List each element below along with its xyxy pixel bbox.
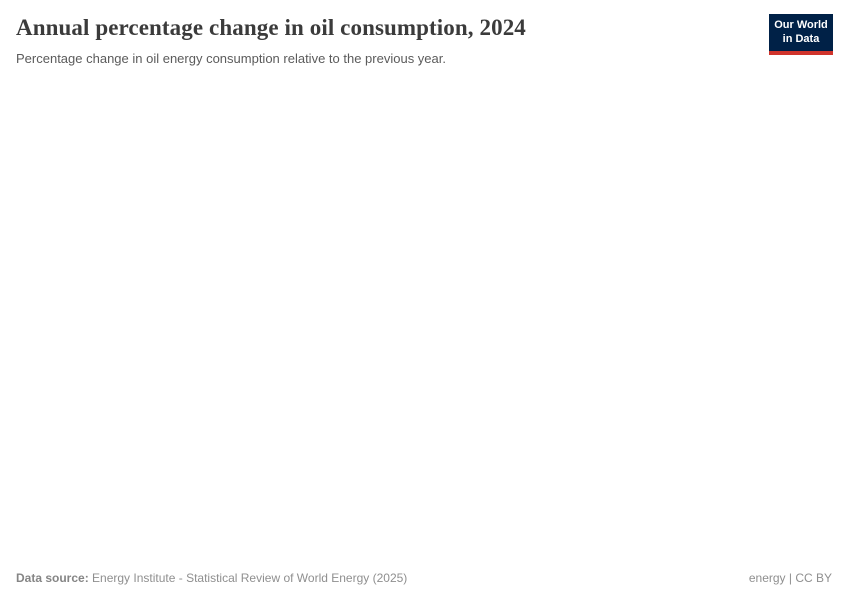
owid-logo-line1: Our World <box>774 19 828 31</box>
owid-logo[interactable]: Our World in Data <box>769 14 833 55</box>
data-source-text: Energy Institute - Statistical Review of… <box>88 571 408 586</box>
chart-title: Annual percentage change in oil consumpt… <box>16 15 526 40</box>
data-source-label: Data source: <box>16 571 89 586</box>
owid-logo-line2: in Data <box>782 32 820 45</box>
chart-plot-area <box>0 80 850 560</box>
data-source-line[interactable]: Data source: Energy Institute - Statisti… <box>16 571 407 587</box>
chart-subtitle: Percentage change in oil energy consumpt… <box>16 50 446 66</box>
chart-footer: Data source: Energy Institute - Statisti… <box>16 571 832 587</box>
license-link[interactable]: energy | CC BY <box>748 571 832 586</box>
chart-header: Annual percentage change in oil consumpt… <box>16 14 750 67</box>
